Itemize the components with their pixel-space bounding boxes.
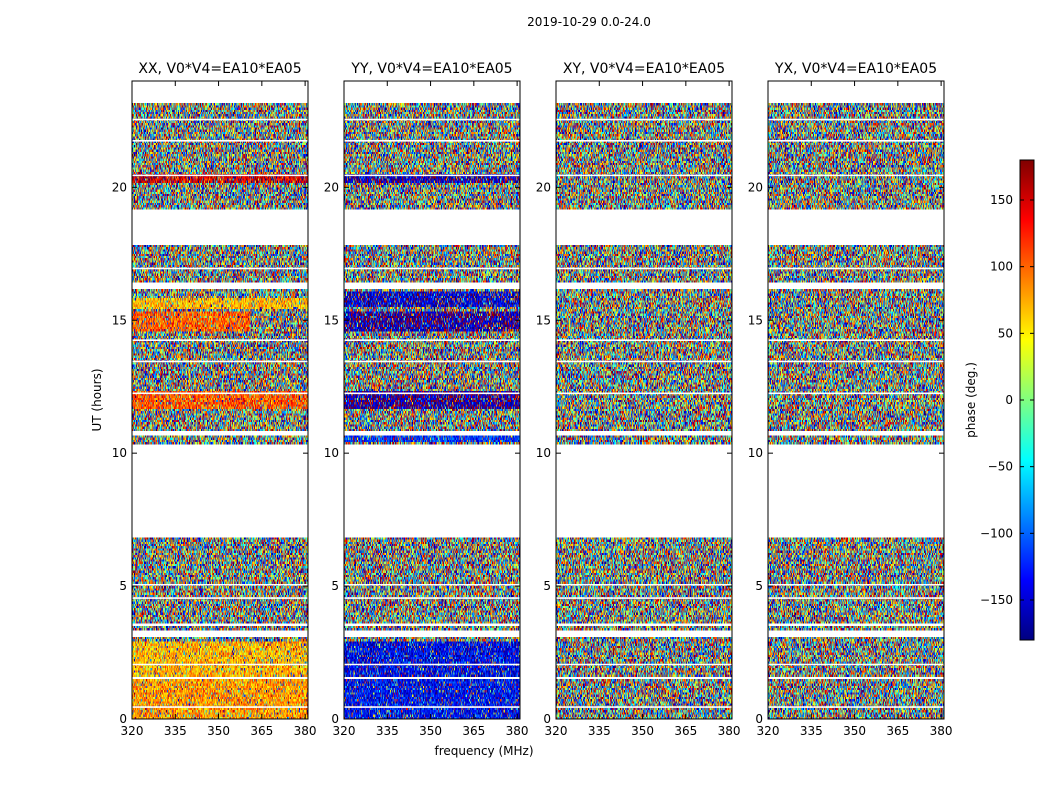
y-tick-label: 0 — [543, 712, 551, 726]
y-tick-label: 5 — [119, 579, 127, 593]
phase-heatmap — [132, 81, 308, 719]
y-tick-label: 20 — [536, 180, 551, 194]
x-tick-label: 380 — [294, 724, 317, 738]
x-axis-label: frequency (MHz) — [434, 744, 533, 758]
x-tick-label: 365 — [886, 724, 909, 738]
y-tick-label: 5 — [543, 579, 551, 593]
panel-title: XY, V0*V4=EA10*EA05 — [563, 61, 725, 77]
x-tick-label: 335 — [164, 724, 187, 738]
x-tick-label: 365 — [462, 724, 485, 738]
x-tick-label: 320 — [757, 724, 780, 738]
y-tick-label: 10 — [748, 446, 763, 460]
phase-heatmap — [768, 81, 944, 719]
x-tick-label: 335 — [800, 724, 823, 738]
y-axis-label: UT (hours) — [90, 368, 104, 431]
y-tick-label: 0 — [755, 712, 763, 726]
x-tick-label: 380 — [506, 724, 529, 738]
panel-title: YX, V0*V4=EA10*EA05 — [774, 61, 937, 77]
y-tick-label: 15 — [324, 313, 339, 327]
plot-frame — [767, 80, 945, 720]
y-tick-label: 0 — [331, 712, 339, 726]
y-tick-label: 5 — [755, 579, 763, 593]
panel-title: YY, V0*V4=EA10*EA05 — [350, 61, 512, 77]
y-tick-label: 15 — [536, 313, 551, 327]
colorbar: −150 −100 −50 0 50 100 150 — [980, 159, 1035, 641]
panel-xy: XY, V0*V4=EA10*EA05 320 335 350 365 380 0 5 10 1… — [536, 61, 741, 738]
y-tick-label: 10 — [536, 446, 551, 460]
x-tick-label: 380 — [930, 724, 953, 738]
x-tick-label: 350 — [843, 724, 866, 738]
y-tick-label: 20 — [324, 180, 339, 194]
x-tick-label: 365 — [674, 724, 697, 738]
y-tick-label: 15 — [748, 313, 763, 327]
y-tick-label: 0 — [119, 712, 127, 726]
x-tick-label: 320 — [333, 724, 356, 738]
panel-xx: XX, V0*V4=EA10*EA05 320 335 350 365 380 0 5 10 1… — [112, 61, 317, 738]
x-tick-label: 335 — [376, 724, 399, 738]
plot-frame — [343, 80, 521, 720]
x-tick-label: 320 — [545, 724, 568, 738]
x-tick-label: 350 — [419, 724, 442, 738]
y-tick-label: 20 — [112, 180, 127, 194]
phase-heatmap — [344, 81, 520, 719]
plot-frame — [131, 80, 309, 720]
panel-yx: YX, V0*V4=EA10*EA05 320 335 350 365 380 0 5 10 1… — [748, 61, 953, 738]
colorbar-tick-label: 50 — [998, 326, 1013, 340]
x-tick-label: 365 — [250, 724, 273, 738]
y-tick-label: 10 — [112, 446, 127, 460]
panel-title: XX, V0*V4=EA10*EA05 — [138, 61, 301, 77]
panel-yy: YY, V0*V4=EA10*EA05 320 335 350 365 380 0 5 10 1… — [324, 61, 529, 738]
colorbar-tick-label: −150 — [980, 593, 1013, 607]
colorbar-tick-label: 100 — [990, 260, 1013, 274]
colorbar-tick-label: 0 — [1005, 393, 1013, 407]
x-tick-label: 320 — [121, 724, 144, 738]
colorbar-tick-label: −50 — [988, 460, 1013, 474]
x-tick-label: 380 — [718, 724, 741, 738]
colorbar-tick-label: −100 — [980, 526, 1013, 540]
phase-heatmap — [556, 81, 732, 719]
x-tick-label: 335 — [588, 724, 611, 738]
x-tick-label: 350 — [631, 724, 654, 738]
y-tick-label: 5 — [331, 579, 339, 593]
plot-frame — [555, 80, 733, 720]
x-tick-label: 350 — [207, 724, 230, 738]
y-tick-label: 20 — [748, 180, 763, 194]
y-tick-label: 15 — [112, 313, 127, 327]
colorbar-tick-label: 150 — [990, 193, 1013, 207]
y-tick-label: 10 — [324, 446, 339, 460]
colorbar-label: phase (deg.) — [964, 362, 978, 438]
figure-suptitle: 2019-10-29 0.0-24.0 — [527, 15, 651, 29]
